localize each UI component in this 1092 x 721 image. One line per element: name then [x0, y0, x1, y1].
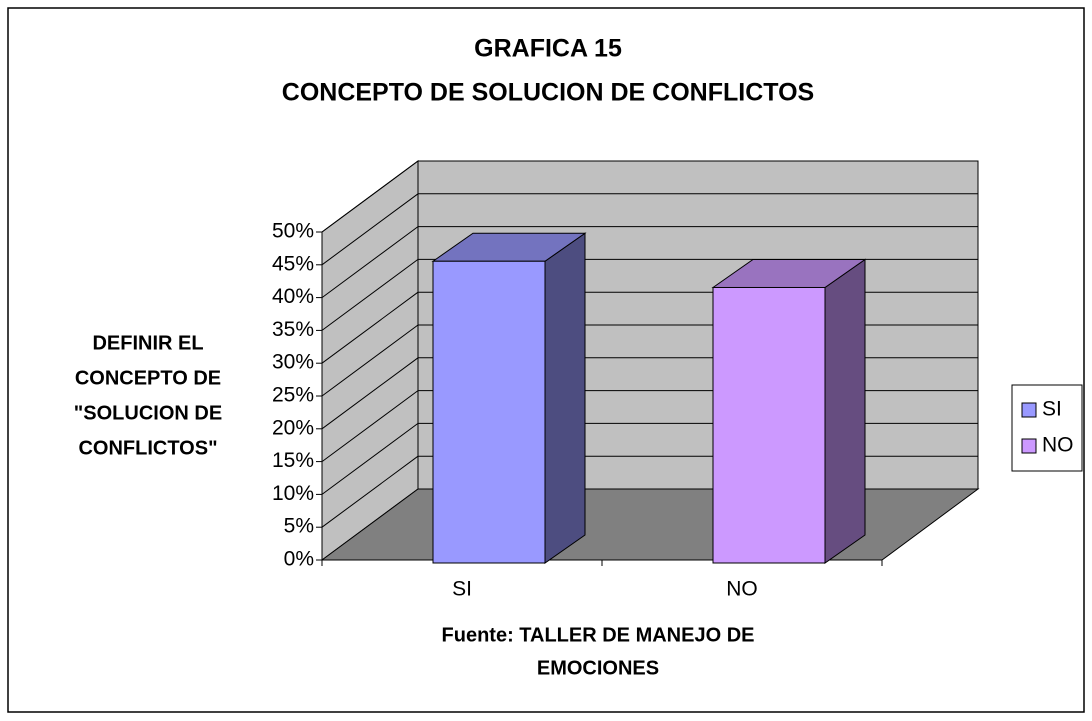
legend-box	[1011, 384, 1083, 472]
x-axis-label: Fuente: TALLER DE MANEJO DE	[442, 624, 755, 646]
grid-line	[321, 160, 419, 233]
grid-line	[321, 291, 419, 364]
grid-line	[321, 324, 419, 397]
y-tick-label: 20%	[272, 416, 314, 439]
grid-line	[321, 193, 419, 266]
legend-swatch	[1021, 438, 1037, 454]
y-tick-label: 15%	[272, 449, 314, 472]
legend-label: NO	[1042, 434, 1074, 457]
grid-line	[321, 258, 419, 331]
y-axis-label: CONFLICTOS"	[78, 437, 217, 459]
bar	[712, 286, 826, 564]
y-axis-label: DEFINIR EL	[92, 332, 203, 354]
x-tick-label: NO	[726, 578, 758, 601]
y-tick-label: 45%	[272, 252, 314, 275]
y-axis-label: "SOLUCION DE	[74, 402, 222, 424]
y-tick-label: 10%	[272, 482, 314, 505]
y-tick-label: 0%	[284, 548, 314, 571]
grid-line	[321, 390, 419, 463]
y-axis-label: CONCEPTO DE	[75, 367, 221, 389]
grid-line	[321, 455, 419, 528]
grid-line	[321, 357, 419, 430]
y-tick-label: 35%	[272, 318, 314, 341]
bar-side	[544, 232, 586, 564]
grid-line	[321, 422, 419, 495]
y-tick-label: 30%	[272, 351, 314, 374]
legend-label: SI	[1042, 398, 1062, 421]
y-tick-label: 25%	[272, 384, 314, 407]
y-tick-label: 50%	[272, 220, 314, 243]
chart-title: CONCEPTO DE SOLUCION DE CONFLICTOS	[282, 79, 814, 107]
chart-title: GRAFICA 15	[474, 35, 622, 63]
y-tick-label: 40%	[272, 285, 314, 308]
bar	[432, 260, 546, 564]
bar-side	[824, 258, 866, 564]
y-tick-label: 5%	[284, 515, 314, 538]
x-tick-label: SI	[452, 578, 472, 601]
x-axis-label: EMOCIONES	[537, 657, 659, 679]
floor	[320, 488, 980, 561]
legend-swatch	[1021, 402, 1037, 418]
grid-line	[321, 226, 419, 299]
